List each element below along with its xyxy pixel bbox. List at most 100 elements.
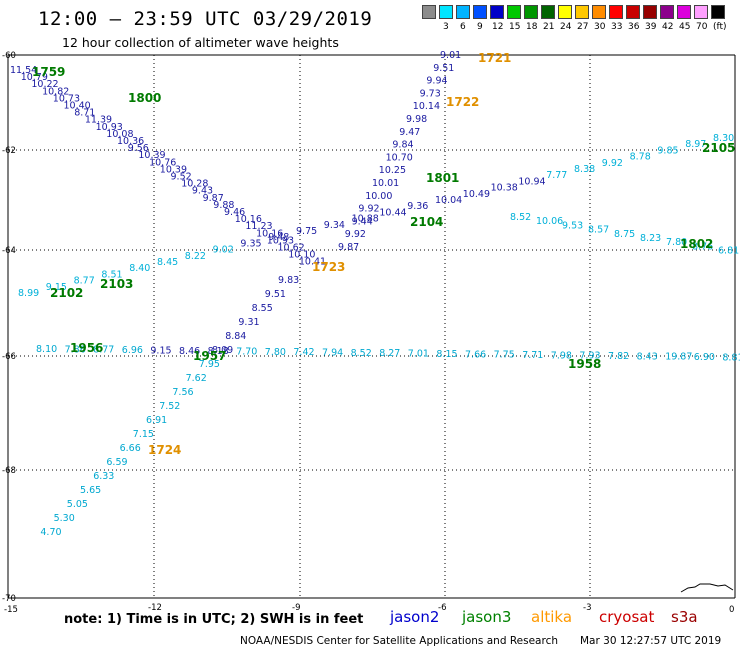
- swh-value: 9.46: [224, 207, 245, 218]
- legend-value-label: (ft): [713, 22, 727, 32]
- swh-value: 9.87: [203, 193, 224, 204]
- swh-value: 7.98: [551, 350, 572, 361]
- pass-time-jason3: 1802: [680, 237, 713, 251]
- longitude-label: -9: [292, 603, 300, 613]
- pass-time-altika: 1721: [478, 51, 511, 65]
- page-title: 12:00 – 23:59 UTC 03/29/2019: [38, 8, 373, 30]
- legend-value-label: 39: [645, 22, 657, 32]
- graticule: [7, 54, 736, 599]
- swh-value: 10.28: [181, 179, 208, 190]
- latitude-label: -70: [2, 594, 16, 604]
- swh-value: 9.36: [407, 201, 428, 212]
- altimeter-tracks: 11.5410.7910.2210.8210.7310.408.7111.391…: [10, 50, 740, 538]
- swh-value: 9.15: [150, 345, 171, 356]
- legend-swatch: [694, 5, 708, 19]
- legend-swatch: [677, 5, 691, 19]
- swh-value: 6.96: [122, 345, 143, 356]
- legend-swatch: [456, 5, 470, 19]
- swh-value: 10.10: [288, 250, 315, 261]
- swh-value: 9.43: [192, 186, 213, 197]
- swh-value: 10.82: [42, 86, 69, 97]
- footer-note: note: 1) Time is in UTC; 2) SWH is in fe…: [64, 612, 364, 627]
- swh-value: 9.88: [213, 200, 234, 211]
- swh-value: 11.39: [85, 115, 112, 126]
- swh-value: 10.38: [491, 183, 518, 194]
- swh-value: 8.57: [588, 225, 609, 236]
- satellite-cryosat: cryosat: [599, 608, 655, 626]
- longitude-label: -12: [148, 603, 162, 613]
- swh-value: 7.94: [322, 348, 343, 359]
- legend-swatch: [541, 5, 555, 19]
- satellite-jason2: jason2: [390, 608, 440, 626]
- legend-value-label: 3: [443, 22, 449, 32]
- swh-value: 8.81: [722, 352, 740, 363]
- swh-value: 7.71: [522, 350, 543, 361]
- swh-value: 10.04: [435, 195, 462, 206]
- swh-value: 7.42: [293, 347, 314, 358]
- longitude-label: 0: [729, 605, 734, 615]
- longitude-label: -15: [4, 605, 18, 615]
- swh-value: 9.15: [46, 282, 67, 293]
- swh-value: 8.22: [185, 251, 206, 262]
- pass-time-jason3: 2102: [50, 286, 83, 300]
- legend-value-label: 9: [477, 22, 483, 32]
- credit-line: NOAA/NESDIS Center for Satellite Applica…: [240, 635, 558, 647]
- swh-value: 8.51: [101, 269, 122, 280]
- legend-swatch: [575, 5, 589, 19]
- swh-value: 10.94: [518, 176, 545, 187]
- legend-swatch: [643, 5, 657, 19]
- latitude-label: -62: [2, 146, 16, 156]
- swh-value: 6.33: [93, 471, 114, 482]
- swh-value: 7.15: [133, 429, 154, 440]
- swh-value: 8.71: [74, 108, 95, 119]
- swh-value: 8.45: [157, 257, 178, 268]
- generated-timestamp: Mar 30 12:27:57 UTC 2019: [580, 635, 722, 647]
- swh-value: 9.56: [128, 143, 149, 154]
- swh-value: 9.35: [240, 238, 261, 249]
- axis-labels: -15 -12 -9 -6 -3 0 -60 -62 -64 -66 -68 -70: [2, 51, 734, 615]
- pass-time-labels: 1759 1800 1801 2104 1802 2105 2102 2103 1956 1957…: [32, 51, 735, 457]
- swh-value: 6.81: [718, 246, 739, 257]
- longitude-label: -6: [438, 603, 446, 613]
- page-subtitle: 12 hour collection of altimeter wave hei…: [62, 35, 339, 50]
- swh-value: 7.01: [408, 349, 429, 360]
- swh-value: 8.55: [252, 303, 273, 314]
- pass-time-jason3: 1800: [128, 91, 161, 105]
- swh-value: 8.18: [208, 346, 229, 357]
- swh-value: 10.40: [64, 101, 91, 112]
- swh-value: 8.09: [212, 345, 233, 356]
- pass-time-jason3: 2104: [410, 215, 443, 229]
- swh-value: 9.92: [345, 229, 366, 240]
- swh-value: 8.75: [614, 229, 635, 240]
- swh-value: 7.80: [666, 237, 687, 248]
- swh-value: 10.08: [106, 129, 133, 140]
- swh-value: 8.77: [93, 345, 114, 356]
- legend-value-label: 42: [662, 22, 674, 32]
- legend-swatch: [490, 5, 504, 19]
- legend-swatch: [439, 5, 453, 19]
- legend-swatch: [626, 5, 640, 19]
- swh-value: 7.95: [199, 359, 220, 370]
- legend-value-label: 6: [460, 22, 466, 32]
- swh-value: 8.78: [630, 152, 651, 163]
- legend-swatch: [558, 5, 572, 19]
- swh-value: 10.70: [386, 152, 413, 163]
- swh-value: 9.51: [433, 63, 454, 74]
- coastline: [680, 583, 734, 593]
- swh-value: 9.01: [440, 50, 461, 61]
- legend-swatch: [422, 5, 436, 19]
- legend-value-label: 18: [526, 22, 538, 32]
- swh-value: 9.53: [562, 220, 583, 231]
- satellite-jason3: jason3: [462, 608, 512, 626]
- legend-value-label: 33: [611, 22, 623, 32]
- swh-value: 9.44: [352, 216, 373, 227]
- swh-value: 8.38: [574, 164, 595, 175]
- swh-value: 10.88: [352, 214, 379, 225]
- legend-swatch: [660, 5, 674, 19]
- swh-value: 9.73: [420, 88, 441, 99]
- swh-value: 10.14: [413, 101, 440, 112]
- legend-swatch: [592, 5, 606, 19]
- swh-value: 6.66: [120, 443, 141, 454]
- swh-value: 10.06: [536, 216, 563, 227]
